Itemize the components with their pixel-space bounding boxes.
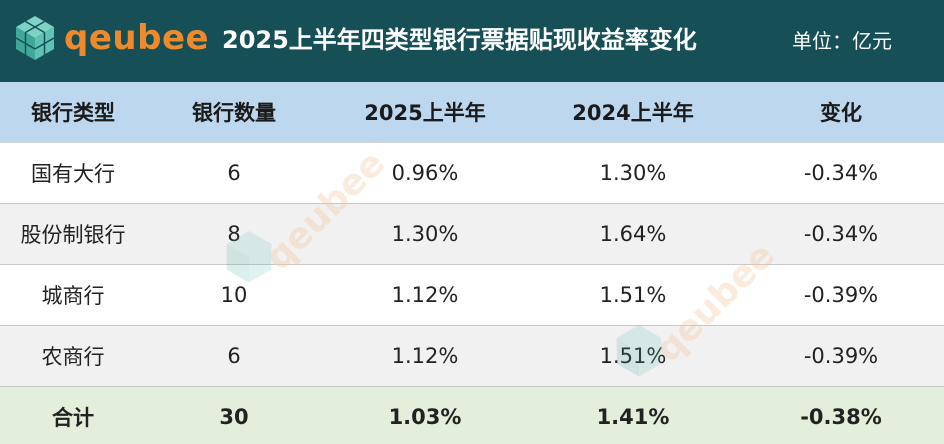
- change-cell: -0.39%: [738, 325, 944, 387]
- title-banner: qeubee 2025上半年四类型银行票据贴现收益率变化 单位：亿元: [0, 0, 944, 82]
- bank-count-cell: 6: [146, 142, 322, 204]
- cube-logo-icon: [12, 14, 58, 64]
- column-header-bank-count: 银行数量: [146, 82, 322, 143]
- yield-2024-cell: 1.30%: [528, 142, 738, 204]
- table-row: 农商行 6 1.12% 1.51% -0.39%: [0, 325, 944, 387]
- bank-type-cell: 城商行: [0, 264, 146, 326]
- bank-type-cell: 股份制银行: [0, 203, 146, 265]
- total-yield-2025-cell: 1.03%: [322, 386, 528, 444]
- table-row: 城商行 10 1.12% 1.51% -0.39%: [0, 264, 944, 326]
- total-row: 合计 30 1.03% 1.41% -0.38%: [0, 386, 944, 444]
- yield-2025-cell: 1.30%: [322, 203, 528, 265]
- change-cell: -0.34%: [738, 142, 944, 204]
- bank-type-cell: 国有大行: [0, 142, 146, 204]
- yield-2025-cell: 0.96%: [322, 142, 528, 204]
- yield-table: 银行类型 银行数量 2025上半年 2024上半年 变化 国有大行 6 0.96…: [0, 82, 944, 444]
- column-header-h1-2025: 2025上半年: [322, 82, 528, 143]
- column-header-h1-2024: 2024上半年: [528, 82, 738, 143]
- total-yield-2024-cell: 1.41%: [528, 386, 738, 444]
- page-title: 2025上半年四类型银行票据贴现收益率变化: [222, 26, 697, 54]
- change-cell: -0.34%: [738, 203, 944, 265]
- yield-2024-cell: 1.64%: [528, 203, 738, 265]
- logo-wordmark: qeubee: [64, 18, 210, 58]
- yield-2025-cell: 1.12%: [322, 325, 528, 387]
- total-change-cell: -0.38%: [738, 386, 944, 444]
- table-row: 股份制银行 8 1.30% 1.64% -0.34%: [0, 203, 944, 265]
- unit-label: 单位：亿元: [792, 29, 892, 53]
- bank-type-cell: 农商行: [0, 325, 146, 387]
- table-row: 国有大行 6 0.96% 1.30% -0.34%: [0, 142, 944, 204]
- yield-2024-cell: 1.51%: [528, 325, 738, 387]
- bank-count-cell: 6: [146, 325, 322, 387]
- change-cell: -0.39%: [738, 264, 944, 326]
- column-header-change: 变化: [738, 82, 944, 143]
- yield-2024-cell: 1.51%: [528, 264, 738, 326]
- column-header-bank-type: 银行类型: [0, 82, 146, 143]
- yield-2025-cell: 1.12%: [322, 264, 528, 326]
- table-header-row: 银行类型 银行数量 2025上半年 2024上半年 变化: [0, 82, 944, 143]
- bank-count-cell: 8: [146, 203, 322, 265]
- total-count-cell: 30: [146, 386, 322, 444]
- total-label-cell: 合计: [0, 386, 146, 444]
- bank-count-cell: 10: [146, 264, 322, 326]
